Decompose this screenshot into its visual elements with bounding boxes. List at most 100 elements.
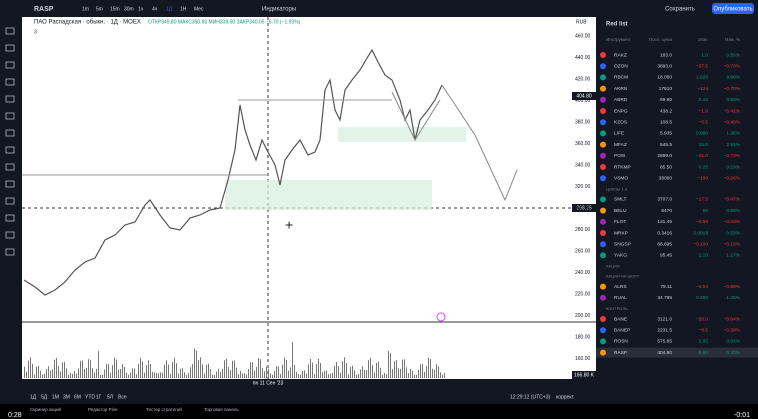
cell[interactable]: RAKZ xyxy=(614,52,627,58)
cell: 2899.0 xyxy=(657,153,672,159)
tool-icon[interactable] xyxy=(5,146,15,154)
timeframe[interactable]: 15m xyxy=(110,6,120,12)
tool-icon[interactable] xyxy=(5,112,15,120)
cell[interactable]: YAKG xyxy=(614,253,627,259)
tool-icon[interactable] xyxy=(5,129,15,137)
range[interactable]: 1Д xyxy=(30,394,37,400)
volume-bar xyxy=(372,365,373,378)
volume-bar xyxy=(84,369,85,378)
tool-icon[interactable] xyxy=(5,248,15,256)
cell[interactable]: BELU xyxy=(614,208,627,214)
volume-bar xyxy=(186,374,187,378)
cell[interactable]: MFAZ xyxy=(614,142,627,148)
cell[interactable]: ALRS xyxy=(614,284,627,290)
volume-bar xyxy=(332,372,333,378)
volume-bar xyxy=(40,370,41,378)
projection xyxy=(441,84,518,202)
range[interactable]: Все xyxy=(118,394,127,400)
range[interactable]: 6М xyxy=(74,394,81,400)
cell[interactable]: RTKMP xyxy=(614,164,631,170)
price-axis xyxy=(572,17,596,379)
timeframe[interactable]: 1Н xyxy=(180,6,187,12)
cell[interactable]: RUAL xyxy=(614,295,627,301)
cell[interactable]: BANEP xyxy=(614,327,630,333)
tool-icon[interactable] xyxy=(5,61,15,69)
projection xyxy=(391,91,441,142)
cell[interactable]: POSI xyxy=(614,153,625,159)
cell[interactable]: MRKP xyxy=(614,230,628,236)
cell: 575.85 xyxy=(657,339,672,345)
logo xyxy=(600,130,606,137)
watchlist-title[interactable]: Red list xyxy=(606,22,628,28)
section: КОНТРОЛЬ xyxy=(606,306,628,311)
volume-bar xyxy=(314,373,315,378)
range[interactable]: 1М xyxy=(52,394,59,400)
range[interactable]: 5Л xyxy=(107,394,113,400)
tool-icon[interactable] xyxy=(5,180,15,188)
publish-button[interactable] xyxy=(712,3,754,14)
timeframe[interactable]: Мес xyxy=(194,6,204,12)
tool-icon[interactable] xyxy=(5,214,15,222)
timeframe[interactable]: 1ч xyxy=(138,6,144,12)
cell[interactable]: ROSN xyxy=(614,339,628,345)
range[interactable]: 3М xyxy=(63,394,70,400)
tool-icon[interactable] xyxy=(5,78,15,86)
tool-icon[interactable] xyxy=(5,44,15,52)
timeframe[interactable]: 1m xyxy=(82,6,89,12)
adjust[interactable]: коррект. xyxy=(556,394,575,400)
cell: 79.11 xyxy=(660,284,672,290)
cell: 131.45 xyxy=(657,219,672,225)
bottom-tab[interactable]: Тестер стратегий xyxy=(146,406,182,412)
range[interactable]: 5Д xyxy=(41,394,48,400)
bottom-tab[interactable]: Торговая панель xyxy=(204,407,239,412)
tool-icon[interactable] xyxy=(5,231,15,239)
timeframe[interactable]: 4ч xyxy=(152,6,158,12)
logo xyxy=(600,85,606,92)
logo xyxy=(600,316,606,322)
cell[interactable]: KZOS xyxy=(614,119,627,125)
symbol[interactable]: RASP xyxy=(34,6,54,13)
indicators[interactable]: Индикаторы xyxy=(262,7,296,13)
volume-bar xyxy=(368,360,369,378)
cell[interactable]: FLOT xyxy=(614,219,626,225)
range[interactable]: 1Г xyxy=(96,394,102,400)
volume-bar xyxy=(244,373,245,378)
volume-bar xyxy=(232,360,233,378)
timeframe[interactable]: 1Д xyxy=(166,6,173,12)
tool-icon[interactable] xyxy=(5,163,15,171)
tool-icon[interactable] xyxy=(5,197,15,205)
cell[interactable]: RASP xyxy=(614,350,627,356)
volume-bar xyxy=(324,370,325,378)
publish[interactable]: Опубликовать xyxy=(713,7,752,13)
timeframe[interactable]: 30m xyxy=(124,6,134,12)
volume-bar xyxy=(394,361,395,378)
cell[interactable]: SMLT xyxy=(614,197,627,203)
bottom-tab[interactable]: Скринер акций xyxy=(30,406,62,412)
cell[interactable]: LIFE xyxy=(614,131,624,137)
cell[interactable]: SNGSP xyxy=(614,241,631,247)
volume-bar xyxy=(198,360,199,378)
cell[interactable]: ENPG xyxy=(614,108,628,114)
volume-bar xyxy=(276,366,277,378)
range[interactable]: YTD xyxy=(85,394,95,400)
cell[interactable]: AKRN xyxy=(614,86,628,92)
cell: 0.55% xyxy=(726,52,740,58)
timeframe[interactable]: 5m xyxy=(96,6,103,12)
cell[interactable]: VSMO xyxy=(614,175,628,181)
save[interactable]: Сохранить xyxy=(665,7,695,13)
cell[interactable]: ABRD xyxy=(614,97,628,103)
volume-bar xyxy=(414,374,415,378)
volume-bar xyxy=(274,371,275,378)
tool-icon[interactable] xyxy=(5,95,15,103)
crosshair-price-tag xyxy=(572,204,596,212)
volume-bar xyxy=(128,374,129,378)
cell[interactable]: OZON xyxy=(614,63,628,69)
volume-bar xyxy=(160,372,161,378)
cell[interactable]: BANE xyxy=(614,316,627,322)
logo xyxy=(600,52,606,58)
cell[interactable]: RBCM xyxy=(614,75,628,81)
volume-bar xyxy=(230,370,231,378)
bottom-tab[interactable]: Редактор Pine xyxy=(88,407,118,412)
tool-icon[interactable] xyxy=(5,27,15,35)
volume-bar xyxy=(272,374,273,378)
